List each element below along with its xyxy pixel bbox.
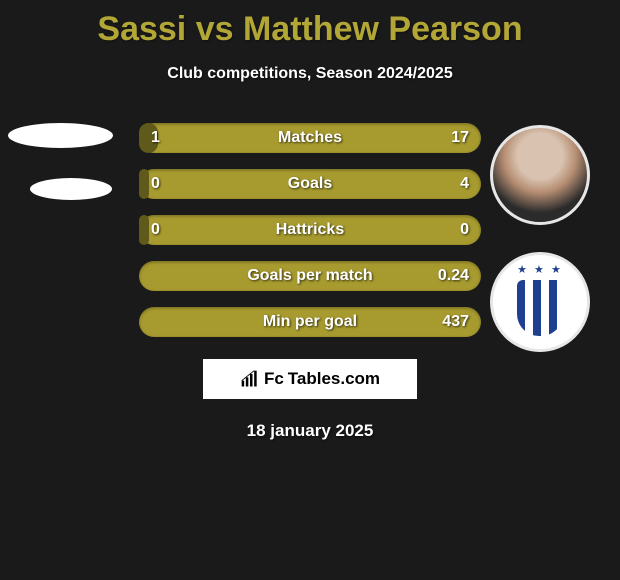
stat-right-value: 0	[460, 215, 469, 245]
brand-suffix: Tables.com	[288, 369, 380, 389]
stat-label: Hattricks	[139, 215, 481, 245]
stat-label: Goals	[139, 169, 481, 199]
stat-row: 0Hattricks0	[139, 215, 481, 245]
chart-icon	[240, 369, 260, 389]
stat-right-value: 17	[451, 123, 469, 153]
stat-label: Matches	[139, 123, 481, 153]
stat-label: Goals per match	[139, 261, 481, 291]
stats-container: 1Matches170Goals40Hattricks0Goals per ma…	[0, 123, 620, 337]
stat-right-value: 437	[442, 307, 469, 337]
brand-box: FcTables.com	[203, 359, 417, 399]
page-subtitle: Club competitions, Season 2024/2025	[0, 65, 620, 83]
stat-row: Min per goal437	[139, 307, 481, 337]
stat-row: 1Matches17	[139, 123, 481, 153]
stat-row: Goals per match0.24	[139, 261, 481, 291]
stat-right-value: 0.24	[438, 261, 469, 291]
stat-row: 0Goals4	[139, 169, 481, 199]
brand-prefix: Fc	[264, 369, 284, 389]
date-text: 18 january 2025	[0, 421, 620, 441]
page-title: Sassi vs Matthew Pearson	[0, 0, 620, 49]
stat-right-value: 4	[460, 169, 469, 199]
stat-label: Min per goal	[139, 307, 481, 337]
